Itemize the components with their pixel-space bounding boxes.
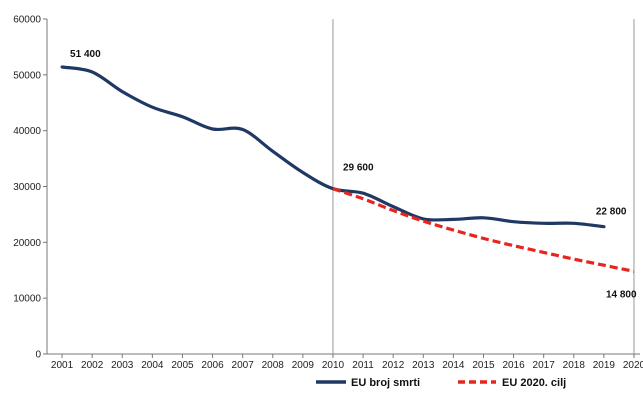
data-label: 14 800 (606, 289, 637, 300)
y-tick-label: 40000 (13, 126, 41, 137)
x-tick-label: 2011 (352, 360, 374, 371)
x-tick-label: 2020 (623, 360, 643, 371)
x-tick-label: 2010 (322, 360, 345, 371)
y-tick-label: 10000 (13, 294, 41, 305)
chart-axes (46, 19, 640, 355)
y-tick-label: 30000 (13, 182, 41, 193)
x-tick-label: 2009 (292, 360, 315, 371)
x-axis-ticks: 2001 2002 2003 2004 2005 2006 2007 2008 2009 2010… (51, 354, 643, 371)
x-tick-label: 2007 (232, 360, 255, 371)
legend-label-eu-target: EU 2020. cilj (502, 377, 566, 389)
x-tick-label: 2018 (563, 360, 586, 371)
y-axis-ticks: 0 10000 20000 30000 40000 50000 60000 (13, 15, 47, 361)
y-tick-label: 60000 (13, 15, 41, 26)
legend-label-eu-deaths: EU broj smrti (351, 377, 420, 389)
x-tick-label: 2004 (141, 360, 164, 371)
x-tick-label: 2002 (81, 360, 104, 371)
x-tick-label: 2008 (262, 360, 285, 371)
x-tick-label: 2012 (382, 360, 405, 371)
data-label: 22 800 (596, 207, 627, 218)
x-tick-label: 2006 (201, 360, 224, 371)
chart-legend: EU broj smrti EU 2020. cilj (316, 377, 566, 389)
y-tick-label: 0 (35, 350, 41, 361)
x-tick-label: 2003 (111, 360, 134, 371)
data-labels: 51 400 29 600 22 800 14 800 (70, 49, 637, 300)
x-tick-label: 2015 (472, 360, 495, 371)
series-line-eu-target (332, 187, 635, 273)
data-label: 51 400 (70, 49, 101, 60)
y-tick-label: 20000 (13, 238, 41, 249)
x-tick-label: 2014 (442, 360, 465, 371)
chart-series (60, 65, 635, 273)
x-tick-label: 2001 (51, 360, 74, 371)
data-label: 29 600 (343, 163, 374, 174)
x-tick-label: 2016 (502, 360, 525, 371)
x-tick-label: 2019 (593, 360, 616, 371)
y-tick-label: 50000 (13, 70, 41, 81)
x-tick-label: 2005 (171, 360, 194, 371)
reference-lines (332, 19, 635, 354)
x-tick-label: 2017 (533, 360, 556, 371)
x-tick-label: 2013 (412, 360, 435, 371)
